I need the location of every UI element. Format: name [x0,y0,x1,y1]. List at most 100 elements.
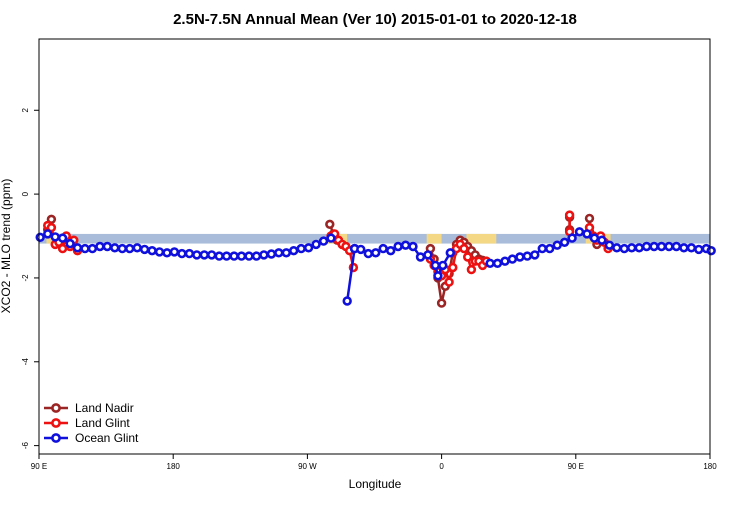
data-point [522,251,532,261]
data-point [415,252,426,262]
y-axis-label: XCO2 - MLO trend (ppm) [0,179,13,314]
data-point [438,260,448,271]
ocean-band [39,233,710,244]
data-point [445,248,455,258]
data-point [214,251,224,261]
data-point [169,247,180,257]
data-point [459,243,469,254]
data-point [492,258,503,268]
data-point [589,233,600,243]
data-point [274,248,284,258]
data-point [102,241,113,252]
plot-frame [38,38,711,455]
data-point [117,243,128,254]
legend-marker [51,433,61,443]
data-point [326,233,336,243]
data-point [42,229,53,239]
data-point [604,240,615,250]
data-point [57,243,68,254]
data-point [177,248,187,259]
data-point [544,243,555,254]
data-point [72,243,83,253]
legend-marker [51,418,61,428]
data-point [466,264,477,275]
y-tick-label: 0 [21,191,30,196]
legend-label: Land Nadir [75,401,134,415]
data-point [46,222,57,233]
x-tick-label: 90 E [568,462,584,471]
data-point [530,250,540,260]
data-point [311,239,321,250]
data-point [192,250,202,260]
data-point [634,243,644,253]
data-point [318,236,329,246]
data-point [289,246,299,256]
series-layer [35,210,716,308]
data-point [552,240,562,250]
data-point [679,243,689,253]
data-point [57,233,68,243]
data-point [559,237,570,248]
data-point [124,243,135,254]
data-point [110,243,120,253]
data-point [139,244,150,255]
data-point [582,229,592,239]
x-tick-label: 0 [439,462,444,471]
legend-item: Land Nadir [44,401,134,415]
x-axis: 90 E 180 90 W 0 90 E 180 [31,454,717,471]
data-point [612,243,622,253]
data-point [656,241,667,252]
data-point [35,232,45,243]
data-point [619,243,629,254]
data-point [485,258,495,268]
data-point [444,277,454,287]
y-axis: 2 0 -2 -4 -6 [21,107,39,449]
data-point [371,248,381,258]
data-point [207,250,217,260]
series-line [345,248,356,302]
data-point [706,246,716,256]
legend-item: Land Glint [44,416,130,430]
data-point [400,240,411,250]
legend-label: Ocean Glint [75,431,139,445]
data-point [132,243,142,253]
data-point [671,241,682,252]
data-point [162,248,172,258]
x-tick-label: 180 [703,462,717,471]
data-point [686,243,697,253]
data-point [500,256,510,266]
x-tick-label: 90 E [31,462,47,471]
data-point [87,243,98,254]
data-point [393,241,403,252]
data-point [597,235,607,245]
data-point [574,227,585,237]
data-point [564,210,575,220]
data-point [436,298,447,308]
land-band [426,233,442,244]
data-point [448,262,458,273]
x-axis-label: Longitude [349,477,402,491]
data-point [259,250,269,260]
data-point [199,250,210,260]
data-point [363,248,373,259]
data-point [251,251,262,261]
legend-label: Land Glint [75,416,130,430]
legend-marker [51,403,61,413]
data-point [537,243,547,254]
data-point [95,241,105,252]
data-point [342,296,352,306]
data-point [356,244,366,255]
data-point [65,238,75,249]
data-point [515,252,525,262]
y-tick-label: -2 [21,274,30,282]
data-point [147,246,157,256]
y-tick-label: -4 [21,358,30,366]
data-point [463,252,473,262]
y-tick-label: -6 [21,442,30,450]
data-point [567,233,577,243]
legend-item: Ocean Glint [44,431,139,445]
data-point [433,271,443,281]
data-point [154,247,165,257]
data-point [325,219,335,230]
